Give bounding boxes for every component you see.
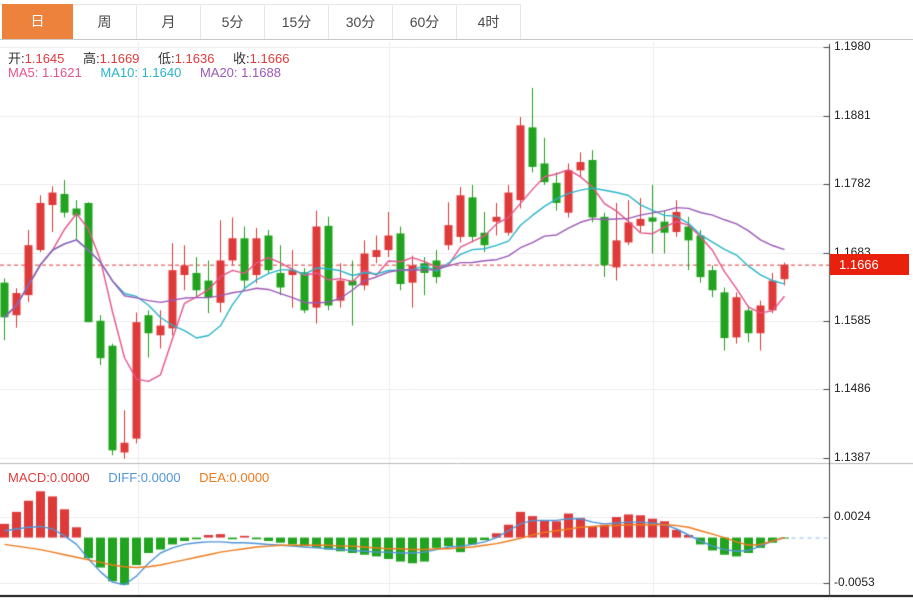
dea-label: DEA: [199,470,230,485]
ohlc-close-label: 收: [233,51,250,66]
ma5-value: 1.1621 [41,65,82,80]
price-axis-tick-label: 1.1881 [834,107,871,122]
ma-legend: MA5: 1.1621 MA10: 1.1640 MA20: 1.1688 [8,65,296,80]
diff-value-legend: DIFF:0.0000 [108,470,180,485]
ma10-legend: MA10: 1.1640 [100,65,181,80]
diff-value: 0.0000 [140,470,181,485]
interval-tab-6[interactable]: 60分 [393,4,457,39]
price-axis-tick-label: 1.1782 [834,176,871,191]
ma20-value: 1.1688 [241,65,281,80]
ma5-legend: MA5: 1.1621 [8,65,82,80]
ma10-label: MA10: [100,65,138,80]
macd-label: MACD: [8,470,50,485]
macd-value: 0.0000 [49,470,90,485]
interval-tabbar: 日周月 5分 15分 30分 60分 4时 [0,0,913,40]
last-price-badge: 1.1666 [830,254,909,276]
ohlc-legend: 开:1.1645 高:1.1669 低:1.1636 收:1.1666 [8,48,304,67]
ohlc-close: 收:1.1666 [233,51,289,66]
macd-legend: MACD:0.0000 DIFF:0.0000 DEA:0.0000 [8,470,284,485]
price-axis-tick-label: 1.1980 [834,39,871,53]
interval-tab-3[interactable]: 5分 [201,4,265,39]
ohlc-open-value: 1.1645 [24,51,65,66]
macd-value-legend: MACD:0.0000 [8,470,90,485]
interval-tab-2[interactable]: 月 [137,4,201,39]
interval-tab-1[interactable]: 周 [73,4,137,39]
ohlc-open: 开:1.1645 [8,51,64,66]
ohlc-low-label: 低: [158,51,175,66]
dea-value-legend: DEA:0.0000 [199,470,269,485]
dea-value: 0.0000 [229,470,270,485]
ma5-label: MA5: [8,65,39,80]
interval-tab-7[interactable]: 4时 [457,4,521,39]
diff-label: DIFF: [108,470,141,485]
ohlc-high-label: 高: [83,51,100,66]
price-axis-tick-label: 1.1387 [834,450,871,464]
ohlc-close-value: 1.1666 [249,51,290,66]
ma20-label: MA20: [199,65,238,80]
price-axis-tick-label: 1.1585 [834,312,871,327]
ma20-legend: MA20: 1.1688 [200,65,281,80]
ohlc-high: 高:1.1669 [83,51,139,66]
interval-tab-5[interactable]: 30分 [329,4,393,39]
price-axis-tick-label: 1.1486 [834,381,871,396]
ohlc-high-value: 1.1669 [99,51,140,66]
ma10-value: 1.1640 [141,65,182,80]
ohlc-low-value: 1.1636 [174,51,215,66]
macd-axis-tick-label: -0.0053 [834,575,875,589]
ohlc-open-label: 开: [8,51,25,66]
ohlc-low: 低:1.1636 [158,51,214,66]
macd-axis-tick-label: 0.0024 [834,509,871,523]
interval-tab-0[interactable]: 日 [2,4,73,39]
interval-tab-4[interactable]: 15分 [265,4,329,39]
